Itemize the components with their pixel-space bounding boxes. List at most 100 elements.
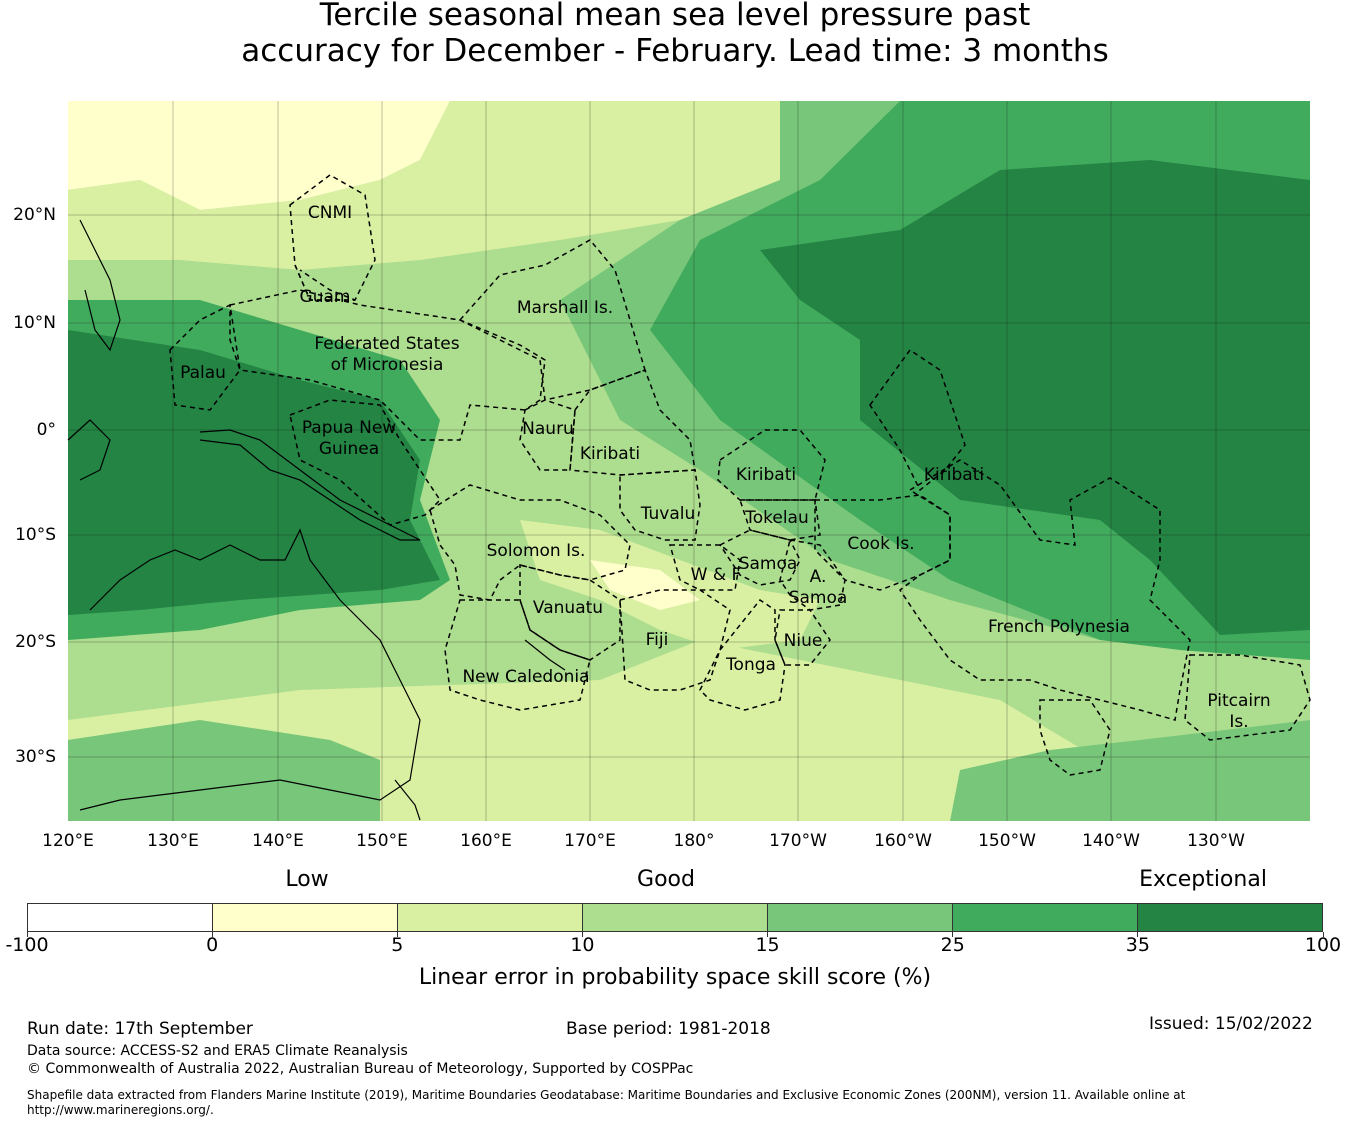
- lon-tick: 150°W: [978, 831, 1036, 851]
- colorbar-segment: [953, 904, 1138, 931]
- lon-tick: 150°E: [356, 831, 408, 851]
- region-label-tuvalu: Tuvalu: [640, 504, 696, 524]
- region-label-vanuatu: Vanuatu: [533, 598, 603, 618]
- lon-tick: 160°E: [460, 831, 512, 851]
- eez-palau: [169, 303, 241, 411]
- colorbar-tick-label: -100: [5, 934, 49, 956]
- region-label-fiji: Fiji: [646, 630, 669, 650]
- eez-fiji: [619, 589, 731, 691]
- skill-field-west-exceptional: [68, 330, 440, 615]
- category-low: Low: [285, 867, 329, 892]
- colorbar-label: Linear error in probability space skill …: [418, 965, 932, 990]
- coastlines: [67, 219, 566, 821]
- skill-field-south-mid: [68, 720, 380, 821]
- eez-fsm: [229, 289, 546, 441]
- eez-niue: [774, 609, 831, 666]
- region-label-cnmi: CNMI: [308, 203, 352, 223]
- skill-score-map: CNMI Guam Federated States of Micronesia …: [67, 101, 1311, 821]
- lat-tick: 10°S: [15, 525, 56, 545]
- colorbar-tick-label: 0: [206, 934, 219, 956]
- colorbar-tick-label: 35: [1125, 934, 1150, 956]
- eez-pitcairn: [1184, 654, 1311, 741]
- colorbar-tick-mark: [1322, 932, 1324, 937]
- shapefile-credit: Shapefile data extracted from Flanders M…: [27, 1088, 1186, 1102]
- colorbar-tick-mark: [581, 932, 583, 937]
- lon-tick: 180°: [673, 831, 715, 851]
- colorbar-tick-label: 25: [940, 934, 965, 956]
- coastline-philippines: [79, 219, 121, 352]
- colorbar-tick-label: 100: [1304, 934, 1342, 956]
- eez-marshall: [458, 239, 646, 401]
- colorbar-tick-mark: [952, 932, 954, 937]
- region-label-new-caledonia: New Caledonia: [462, 667, 589, 687]
- eez-kiribati-line: [869, 348, 966, 492]
- colorbar-segment: [583, 904, 768, 931]
- eez-kiribati-phoenix: [717, 429, 826, 501]
- region-label-american-samoa: A. Samoa: [789, 567, 848, 608]
- issued-date: Issued: 15/02/2022: [1149, 1014, 1313, 1034]
- eez-pitcairn-south: [1039, 699, 1111, 776]
- eez-kiribati-gilbert: [569, 369, 696, 476]
- map-title-line2: accuracy for December - February. Lead t…: [241, 33, 1109, 69]
- skill-field-northwest-yellow: [68, 101, 450, 210]
- lon-tick: 130°E: [147, 831, 199, 851]
- skill-field-central-yellow: [590, 560, 700, 610]
- region-label-guam: Guam: [300, 287, 351, 307]
- region-label-niue: Niue: [784, 631, 823, 651]
- eez-american-samoa: [779, 539, 846, 611]
- coastline-borneo: [67, 419, 111, 481]
- region-label-nauru: Nauru: [522, 419, 574, 439]
- eez-guam: [294, 264, 356, 301]
- eez-png: [289, 399, 441, 526]
- region-label-cook: Cook Is.: [847, 534, 914, 554]
- colorbar-tick-mark: [1137, 932, 1139, 937]
- graticule: [68, 101, 1310, 821]
- region-label-kiribati-gilbert: Kiribati: [580, 444, 640, 464]
- colorbar-segment: [1138, 904, 1322, 931]
- colorbar-tick-mark: [211, 932, 213, 937]
- eez-tuvalu: [619, 469, 701, 541]
- category-good: Good: [637, 867, 695, 892]
- coastline-new-guinea: [199, 429, 421, 541]
- run-date: Run date: 17th September: [27, 1019, 253, 1039]
- lon-tick: 160°W: [874, 831, 932, 851]
- region-label-french-polynesia: French Polynesia: [988, 617, 1130, 637]
- eez-vanuatu: [519, 564, 621, 661]
- shapefile-url: http://www.marineregions.org/.: [27, 1103, 214, 1117]
- colorbar-segment: [398, 904, 583, 931]
- eez-samoa: [718, 529, 801, 586]
- region-label-solomon: Solomon Is.: [487, 541, 586, 561]
- region-label-marshall: Marshall Is.: [517, 298, 613, 318]
- eez-cnmi: [289, 174, 376, 301]
- eez-cook: [814, 494, 951, 591]
- lon-tick: 140°E: [252, 831, 304, 851]
- lon-tick: 170°E: [564, 831, 616, 851]
- copyright: © Commonwealth of Australia 2022, Austra…: [27, 1061, 694, 1077]
- eez-boundaries: [169, 174, 1311, 776]
- region-label-wallis-futuna: W & F: [691, 565, 742, 585]
- category-exceptional: Exceptional: [1139, 867, 1267, 892]
- colorbar-segment: [213, 904, 398, 931]
- data-source: Data source: ACCESS-S2 and ERA5 Climate …: [27, 1043, 408, 1059]
- lon-tick: 130°W: [1187, 831, 1245, 851]
- lon-tick: 120°E: [42, 831, 94, 851]
- colorbar-tick-label: 15: [755, 934, 780, 956]
- eez-new-caledonia: [444, 599, 591, 711]
- region-label-tokelau: Tokelau: [744, 508, 809, 528]
- eez-french-polynesia: [898, 459, 1191, 721]
- eez-tokelau: [738, 499, 821, 541]
- colorbar-tick-label: 10: [570, 934, 595, 956]
- lat-tick: 30°S: [15, 747, 56, 767]
- lat-tick: 0°: [36, 420, 56, 440]
- map-title-line1: Tercile seasonal mean sea level pressure…: [319, 0, 1031, 33]
- region-label-fsm: Federated States of Micronesia: [314, 334, 459, 375]
- eez-tonga: [699, 598, 786, 711]
- lon-tick: 140°W: [1082, 831, 1140, 851]
- colorbar-segment: [768, 904, 953, 931]
- colorbar-tick-mark: [767, 932, 769, 937]
- region-label-kiribati-phoenix: Kiribati: [736, 465, 796, 485]
- region-label-kiribati-line: Kiribati: [924, 465, 984, 485]
- region-labels: CNMI Guam Federated States of Micronesia …: [180, 203, 1271, 732]
- base-period: Base period: 1981-2018: [566, 1019, 771, 1039]
- region-label-tonga: Tonga: [725, 655, 776, 675]
